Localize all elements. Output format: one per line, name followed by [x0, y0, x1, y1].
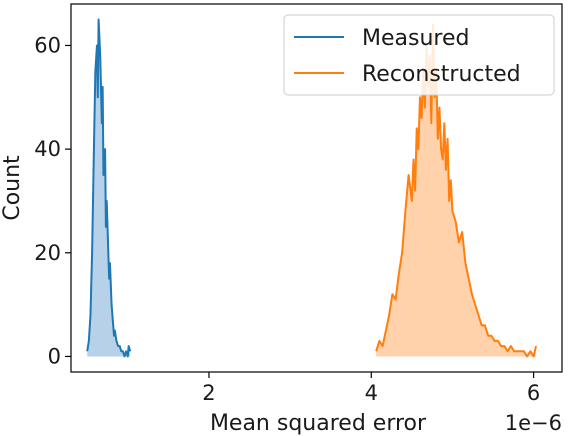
y-tick-label-1: 20 — [34, 241, 61, 265]
y-tick-label-2: 40 — [34, 137, 61, 161]
x-axis: 2 4 6 — [202, 372, 540, 405]
legend: Measured Reconstructed — [283, 14, 555, 96]
x-axis-offset-label: 1e−6 — [505, 411, 562, 435]
series-line-0 — [86, 18, 132, 358]
legend-box — [283, 14, 555, 96]
x-tick-label-0: 2 — [202, 381, 215, 405]
series-line-1 — [375, 23, 538, 358]
x-tick-label-1: 4 — [365, 381, 378, 405]
x-axis-label: Mean squared error — [210, 411, 427, 436]
x-tick-label-2: 6 — [527, 381, 540, 405]
legend-label-0: Measured — [362, 26, 469, 51]
plot-area — [86, 18, 538, 358]
legend-label-1: Reconstructed — [362, 62, 521, 87]
y-tick-label-0: 0 — [48, 344, 61, 368]
plot-frame — [70, 3, 563, 373]
series-fill-0 — [87, 19, 131, 357]
series-fill-1 — [376, 24, 537, 357]
y-axis: 0 20 40 60 — [34, 33, 71, 368]
y-axis-label: Count — [0, 155, 25, 221]
y-tick-label-3: 60 — [34, 33, 61, 57]
